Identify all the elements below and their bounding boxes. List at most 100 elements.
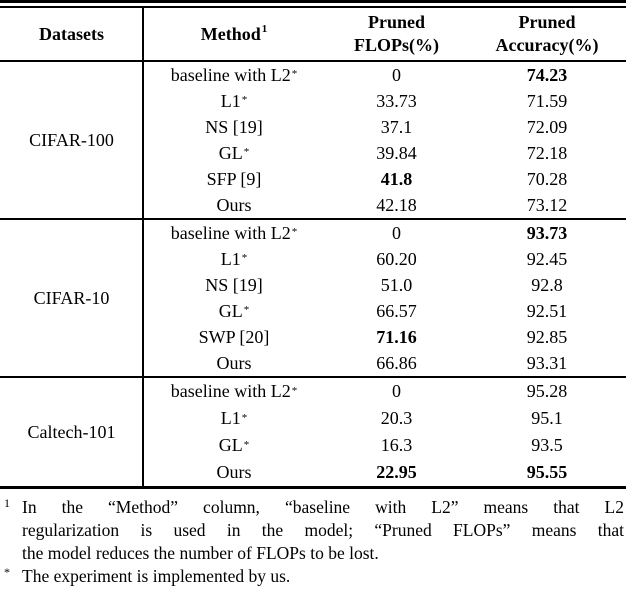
method-cell: baseline with L2 * xyxy=(170,64,298,85)
method-cell: L1 * xyxy=(220,408,248,428)
method-cell: NS [19] xyxy=(143,272,325,298)
pruned-flops-value: 0 xyxy=(392,381,401,401)
footnote-1-marker: 1 xyxy=(4,496,10,510)
pruned-flops-value: 66.57 xyxy=(376,300,417,321)
table-section-cifar-10: CIFAR-10 baseline with L2 * 0 93.73 L1 * 60.20 9… xyxy=(0,220,626,376)
pruned-flops-value: 39.84 xyxy=(376,142,417,163)
method-cell: L1 * xyxy=(220,90,248,111)
pruned-accuracy-value: 95.28 xyxy=(526,381,568,401)
pruned-flops-value: 22.95 xyxy=(376,462,417,482)
header-pruned-accuracy: Pruned Accuracy(%) xyxy=(468,11,626,57)
table-section-cifar-100: CIFAR-100 baseline with L2 * 0 74.23 L1 * 33.73… xyxy=(0,62,626,218)
header-pruned-accuracy-line1: Pruned xyxy=(518,12,576,32)
pruned-accuracy-value: 74.23 xyxy=(526,64,568,85)
header-datasets: Datasets xyxy=(0,23,143,46)
method-name: NS [19] xyxy=(205,274,263,295)
pruned-accuracy-value: 95.55 xyxy=(526,462,568,482)
dataset-label: CIFAR-100 xyxy=(29,129,114,150)
pruned-flops-value: 0 xyxy=(392,222,401,243)
pruned-accuracy-value: 71.59 xyxy=(526,90,568,111)
dataset-label: CIFAR-10 xyxy=(33,287,110,308)
pruned-flops-value: 0 xyxy=(392,64,401,85)
method-name: L1 xyxy=(220,248,241,269)
method-cell: baseline with L2 * xyxy=(170,222,298,243)
method-cell: Ours xyxy=(143,459,325,486)
pruned-accuracy-value: 70.28 xyxy=(526,168,568,189)
footnote-star-marker: * xyxy=(4,565,10,579)
method-name: Ours xyxy=(216,194,252,215)
header-method: Method1 xyxy=(143,23,325,46)
method-name: SFP [9] xyxy=(206,168,262,189)
method-name: GL xyxy=(218,142,243,163)
method-name: baseline with L2 xyxy=(170,222,291,243)
footnote-method-explanation: 1 In the “Method” column, “baseline with… xyxy=(0,496,626,565)
pruned-accuracy-value: 72.18 xyxy=(526,142,568,163)
pruned-flops-value: 66.86 xyxy=(376,352,417,373)
top-rule-thin xyxy=(0,6,626,8)
method-name: L1 xyxy=(220,90,241,111)
pruned-flops-value: 16.3 xyxy=(380,435,413,455)
pruned-accuracy-value: 72.09 xyxy=(526,116,568,137)
method-cell: Ours xyxy=(143,350,325,376)
pruned-accuracy-value: 93.73 xyxy=(526,222,568,243)
pruned-accuracy-value: 93.5 xyxy=(531,435,563,455)
table-section-caltech-101: Caltech-101 baseline with L2 * 0 95.28 L1 * 20.… xyxy=(0,378,626,486)
pruned-flops-value: 71.16 xyxy=(376,326,417,347)
header-separator-rule xyxy=(0,60,626,62)
pruned-flops-value: 60.20 xyxy=(376,248,417,269)
top-rule-thick xyxy=(0,0,626,3)
method-name: GL xyxy=(218,300,243,321)
header-pruned-flops-line2: FLOPs(%) xyxy=(354,35,439,55)
pruned-flops-value: 33.73 xyxy=(376,90,417,111)
pruned-accuracy-value: 92.51 xyxy=(526,300,568,321)
footnotes: 1 In the “Method” column, “baseline with… xyxy=(0,496,626,588)
footnote-star-line1: The experiment is implemented by us. xyxy=(22,566,291,586)
method-cell: SFP [9] xyxy=(143,166,325,192)
header-pruned-accuracy-line2: Accuracy(%) xyxy=(495,35,599,55)
method-cell: SWP [20] xyxy=(143,324,325,350)
method-cell: Ours xyxy=(143,192,325,218)
pruned-flops-value: 20.3 xyxy=(380,408,413,428)
table-header-row: Datasets Method1 Pruned FLOPs(%) Pruned … xyxy=(0,8,626,60)
pruned-flops-value: 42.18 xyxy=(376,194,417,215)
method-cell: GL * xyxy=(218,142,250,163)
pruned-flops-value: 37.1 xyxy=(380,116,413,137)
method-cell: GL * xyxy=(218,435,250,455)
method-cell: baseline with L2 * xyxy=(170,381,298,401)
method-name: L1 xyxy=(220,408,241,428)
method-name: baseline with L2 xyxy=(170,381,291,401)
pruned-flops-value: 51.0 xyxy=(380,274,413,295)
pruned-accuracy-value: 92.45 xyxy=(526,248,568,269)
header-method-label: Method xyxy=(200,23,261,44)
method-cell: NS [19] xyxy=(143,114,325,140)
header-datasets-label: Datasets xyxy=(39,23,104,44)
footnote-1-line3: the model reduces the number of FLOPs to… xyxy=(22,543,379,563)
method-name: baseline with L2 xyxy=(170,64,291,85)
pruned-accuracy-value: 73.12 xyxy=(526,194,568,215)
method-cell: GL * xyxy=(218,300,250,321)
footnote-1-line2: regularization is used in the model; “Pr… xyxy=(22,520,624,540)
table-body: CIFAR-100 baseline with L2 * 0 74.23 L1 * 33.73… xyxy=(0,62,626,486)
section-separator-rule xyxy=(0,218,626,220)
dataset-label: Caltech-101 xyxy=(27,421,116,442)
method-name: Ours xyxy=(216,462,252,482)
pruned-accuracy-value: 95.1 xyxy=(531,408,563,428)
method-name: SWP [20] xyxy=(198,326,270,347)
header-pruned-flops: Pruned FLOPs(%) xyxy=(325,11,468,57)
bottom-rule xyxy=(0,486,626,489)
method-name: Ours xyxy=(216,352,252,373)
footnote-1-line1: In the “Method” column, “baseline with L… xyxy=(22,497,624,517)
header-pruned-flops-line1: Pruned xyxy=(367,12,425,32)
pruned-flops-value: 41.8 xyxy=(380,168,413,189)
column-divider-line xyxy=(142,8,144,489)
pruned-accuracy-value: 92.85 xyxy=(526,326,568,347)
footnote-experiment-note: * The experiment is implemented by us. xyxy=(0,565,626,588)
pruned-accuracy-value: 92.8 xyxy=(531,274,563,295)
pruned-accuracy-value: 93.31 xyxy=(526,352,568,373)
method-cell: L1 * xyxy=(220,248,248,269)
header-method-superscript: 1 xyxy=(261,22,268,35)
method-name: GL xyxy=(218,435,243,455)
method-name: NS [19] xyxy=(205,116,263,137)
section-separator-rule xyxy=(0,376,626,378)
